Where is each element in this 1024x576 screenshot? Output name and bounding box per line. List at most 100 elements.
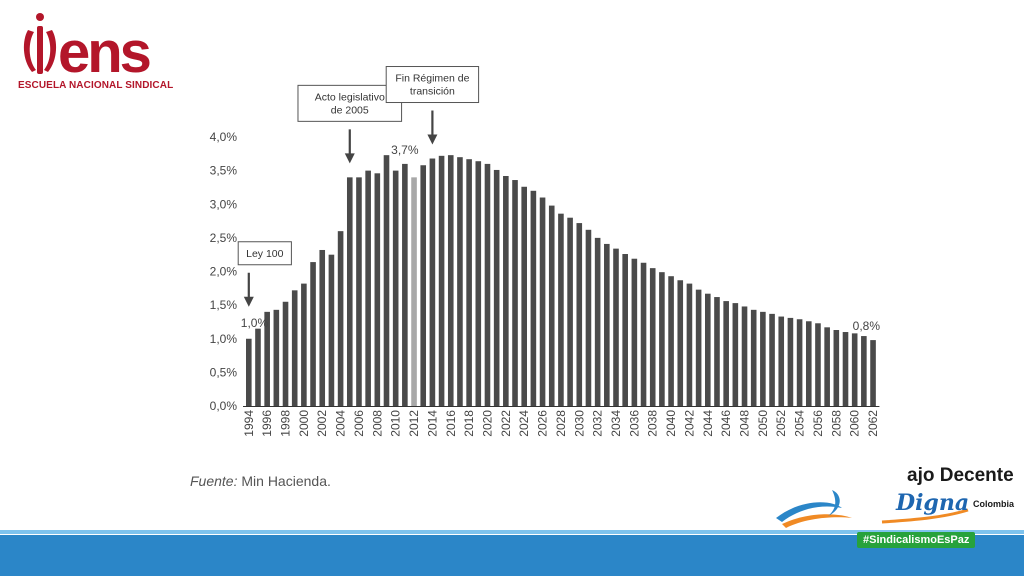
x-tick-label: 2030 [572,410,586,437]
y-tick-label: 1,0% [210,332,238,346]
bar-2019 [475,161,482,406]
y-tick-label: 4,0% [210,130,238,144]
bar-2047 [732,303,739,406]
bar-2042 [686,283,693,406]
bar-2050 [760,311,766,406]
callout-text: de 2005 [331,104,369,116]
bar-2026 [539,197,546,406]
callout-1994: Ley 100 [237,241,292,307]
bar-2020 [484,163,491,406]
brand-swoosh-icon [776,490,969,528]
bar-2006 [356,177,362,406]
x-tick-label: 2022 [499,410,513,437]
brand-script: Digna [896,490,970,516]
x-tick-label: 2038 [646,410,660,437]
bar-2017 [457,157,463,406]
bar-1998 [282,301,289,406]
bar-2051 [769,313,775,406]
bar-2027 [548,205,555,406]
bar-2048 [741,306,748,406]
bar-2057 [824,327,830,406]
bar-2005 [346,177,353,406]
bar-2053 [787,317,794,406]
logo-tagline: ESCUELA NACIONAL SINDICAL [18,80,174,91]
bar-2056 [815,323,821,406]
bar-2041 [677,280,684,406]
footer-accent-line [0,530,1024,534]
y-axis: 0,0% 0,5% 1,0% 1,5% 2,0% 2,5% 3,0% 3,5% 4,0% [210,130,238,413]
bar-2002 [319,249,326,406]
callout-box [385,66,480,104]
y-tick-label: 0,0% [210,399,238,413]
bar-2043 [695,289,702,406]
bar-2003 [328,254,335,406]
bar-2000 [301,283,307,406]
value-label-2011: 3,7% [391,143,419,157]
x-tick-label: 2018 [462,410,476,437]
y-tick-label: 0,5% [210,365,238,379]
x-tick-label: 2008 [370,410,384,437]
bar-2060 [851,333,858,406]
x-tick-label: 2040 [664,410,678,437]
bar-2045 [714,297,720,406]
bar-2039 [659,272,665,406]
x-axis: 1994 1996 1998 2000 2002 2004 2006 2008 2010 2012… [242,406,880,437]
bar-2031 [585,229,592,406]
x-tick-label: 2050 [756,410,770,437]
brand-subtitle: Colombia [973,499,1015,509]
bar-2024 [521,186,527,406]
y-tick-label: 2,5% [210,231,238,245]
bar-2007 [365,170,371,406]
bar-2028 [558,213,564,406]
bar-2012 [411,177,417,406]
x-tick-label: 2056 [811,410,825,437]
logo-wordmark: ens [58,20,150,85]
bar-2014 [429,158,436,406]
x-tick-label: 2020 [480,410,494,437]
x-tick-label: 2006 [352,410,366,437]
callout-box [237,241,292,266]
x-tick-label: 2000 [297,410,311,437]
x-tick-label: 2004 [334,410,348,437]
bar-2061 [861,336,867,406]
bar-2013 [420,165,427,406]
y-tick-label: 3,5% [210,164,238,178]
x-tick-label: 2052 [774,410,788,437]
callout-text: Acto legislativo [315,91,385,103]
x-tick-label: 1996 [260,410,274,437]
bar-2001 [310,262,316,406]
callout-text: Ley 100 [246,248,284,260]
bar-2046 [723,301,729,406]
bar-2055 [805,321,812,406]
x-tick-label: 2062 [866,410,880,437]
x-tick-label: 2034 [609,410,623,437]
bar-2023 [512,180,518,406]
bar-2054 [796,319,803,406]
bar-2058 [833,330,840,406]
x-tick-label: 2028 [554,410,568,437]
bar-2016 [447,155,454,406]
value-label-1994: 1,0% [241,316,269,330]
bar-2008 [374,173,381,406]
bar-2009 [383,155,390,406]
callout-arrow-head [427,134,438,145]
bar-2052 [778,316,785,406]
x-tick-label: 2012 [407,410,421,437]
x-tick-label: 2002 [315,410,329,437]
callout-arrow-head [344,153,355,164]
x-tick-label: 2024 [517,410,531,437]
bar-2004 [337,231,344,406]
x-tick-label: 2026 [536,410,550,437]
ens-logo: ens [23,13,153,85]
bar-2018 [466,159,472,406]
bar-2021 [493,169,500,406]
hashtag-badge: #SindicalismoEsPaz [857,532,976,548]
y-tick-label: 1,5% [210,298,238,312]
bar-2036 [631,258,638,406]
x-tick-label: 1998 [279,410,293,437]
x-tick-label: 2010 [389,410,403,437]
bar-2025 [530,190,537,406]
y-tick-label: 2,0% [210,265,238,279]
